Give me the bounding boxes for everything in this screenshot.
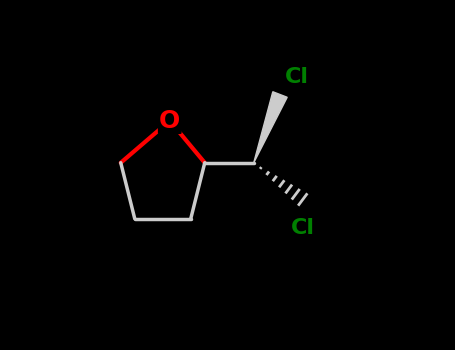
Text: Cl: Cl — [285, 67, 309, 87]
Polygon shape — [254, 92, 287, 163]
Text: Cl: Cl — [290, 217, 314, 238]
Text: O: O — [159, 109, 180, 133]
